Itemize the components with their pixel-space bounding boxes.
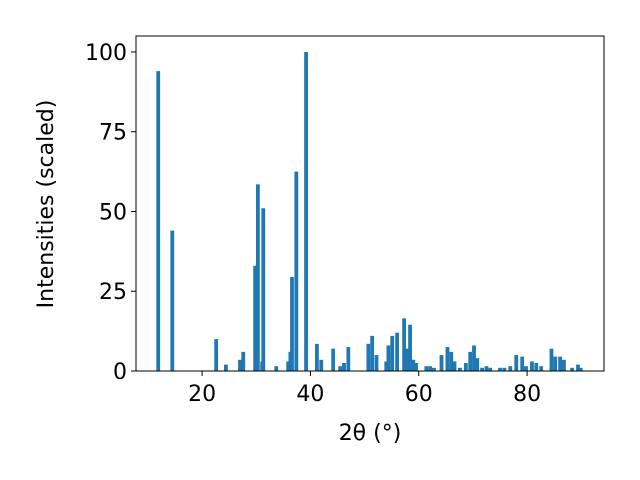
bar xyxy=(488,367,493,371)
bar xyxy=(390,335,395,371)
bar xyxy=(534,363,539,371)
bar xyxy=(224,364,228,371)
bar xyxy=(539,366,544,371)
bar xyxy=(562,359,566,371)
y-tick-label: 0 xyxy=(113,360,127,385)
bar xyxy=(524,366,528,371)
y-axis-label: Intensities (scaled) xyxy=(34,100,59,309)
x-tick-label: 20 xyxy=(188,382,216,407)
bar xyxy=(342,363,346,371)
x-tick-label: 60 xyxy=(405,382,433,407)
bar xyxy=(408,324,412,371)
bar xyxy=(286,361,291,371)
bar xyxy=(395,332,399,371)
x-axis-label: 2θ (°) xyxy=(339,421,402,446)
bar xyxy=(261,208,266,371)
bar xyxy=(294,171,299,371)
bar xyxy=(346,347,351,371)
bar xyxy=(578,367,583,371)
bar xyxy=(530,361,534,371)
bar xyxy=(452,361,457,371)
y-tick-label: 50 xyxy=(99,200,127,225)
y-tick-label: 25 xyxy=(99,280,127,305)
bar xyxy=(480,367,485,371)
bar xyxy=(338,366,343,371)
bar xyxy=(384,361,389,371)
bar xyxy=(428,366,433,371)
bar xyxy=(502,367,507,371)
bar xyxy=(241,351,246,371)
bar xyxy=(255,184,260,371)
bar xyxy=(424,366,429,371)
bar xyxy=(274,366,279,371)
bar xyxy=(468,351,473,371)
bar xyxy=(319,359,324,371)
bar xyxy=(508,366,513,371)
bar xyxy=(370,335,375,371)
bar xyxy=(570,367,574,371)
bar xyxy=(553,356,558,371)
bar xyxy=(576,364,580,371)
bar xyxy=(411,359,416,371)
bar xyxy=(514,355,519,371)
bar xyxy=(558,356,563,371)
bar xyxy=(315,343,319,371)
x-tick-label: 40 xyxy=(296,382,324,407)
bar xyxy=(414,363,418,371)
bar xyxy=(549,348,554,371)
bar xyxy=(304,51,308,371)
bar xyxy=(498,367,502,371)
bar xyxy=(445,347,450,371)
bar xyxy=(439,355,444,371)
bar xyxy=(290,276,294,371)
bar xyxy=(170,230,175,371)
plot-frame xyxy=(135,35,605,372)
bar xyxy=(253,265,258,371)
bar xyxy=(463,363,468,371)
bar xyxy=(405,348,410,371)
bar xyxy=(475,358,480,371)
bar xyxy=(520,356,525,371)
x-tick-label: 80 xyxy=(513,382,541,407)
bar xyxy=(214,339,219,371)
y-tick-label: 75 xyxy=(99,121,127,146)
bar xyxy=(432,367,436,371)
bar xyxy=(402,318,407,371)
y-tick-label: 100 xyxy=(85,41,127,66)
bar xyxy=(331,348,336,371)
bar xyxy=(472,345,476,371)
bar xyxy=(386,345,391,371)
bar xyxy=(238,359,242,371)
bar xyxy=(366,343,371,371)
bar xyxy=(156,71,161,371)
bar xyxy=(374,355,379,371)
bar xyxy=(484,366,489,371)
bar xyxy=(458,367,462,371)
bar xyxy=(449,351,454,371)
